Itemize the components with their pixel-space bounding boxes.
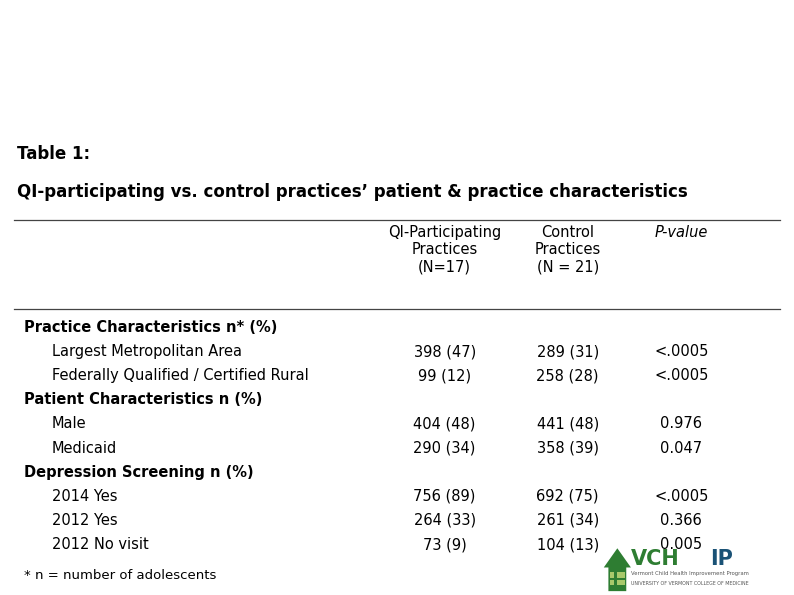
- Text: 73 (9): 73 (9): [422, 537, 467, 552]
- Text: Table 1:: Table 1:: [17, 145, 91, 164]
- Text: 756 (89): 756 (89): [414, 489, 476, 504]
- Text: VCH: VCH: [631, 549, 680, 569]
- Bar: [617, 572, 621, 578]
- Text: Patient Characteristics n (%): Patient Characteristics n (%): [24, 392, 262, 408]
- Text: <.0005: <.0005: [654, 344, 708, 359]
- Text: Vermont Child Health Improvement Program: Vermont Child Health Improvement Program: [631, 571, 749, 576]
- Text: * n = number of adolescents: * n = number of adolescents: [24, 569, 216, 583]
- Text: 0.005: 0.005: [660, 537, 703, 552]
- Text: 261 (34): 261 (34): [537, 513, 599, 528]
- Text: <.0005: <.0005: [654, 368, 708, 383]
- Text: Control
Practices
(N = 21): Control Practices (N = 21): [534, 225, 601, 275]
- Text: 290 (34): 290 (34): [414, 440, 476, 456]
- Text: 104 (13): 104 (13): [537, 537, 599, 552]
- Text: 289 (31): 289 (31): [537, 344, 599, 359]
- Text: 99 (12): 99 (12): [418, 368, 471, 383]
- Bar: [621, 580, 625, 585]
- Bar: [610, 572, 614, 578]
- Text: 404 (48): 404 (48): [414, 416, 476, 431]
- Text: Depression Screening n (%): Depression Screening n (%): [24, 465, 253, 480]
- Text: 2012 No visit: 2012 No visit: [52, 537, 148, 552]
- Text: Medicaid: Medicaid: [52, 440, 117, 456]
- Text: 2012 Yes: 2012 Yes: [52, 513, 118, 528]
- Text: Differences Between Participants and Controls: Differences Between Participants and Con…: [17, 68, 750, 96]
- Text: <.0005: <.0005: [654, 489, 708, 504]
- Text: 0.976: 0.976: [661, 416, 702, 431]
- Text: UNIVERSITY OF VERMONT COLLEGE OF MEDICINE: UNIVERSITY OF VERMONT COLLEGE OF MEDICIN…: [631, 581, 749, 585]
- Text: IP: IP: [710, 549, 733, 569]
- Text: 2014 Yes: 2014 Yes: [52, 489, 117, 504]
- Text: 264 (33): 264 (33): [414, 513, 476, 528]
- Text: QI-participating vs. control practices’ patient & practice characteristics: QI-participating vs. control practices’ …: [17, 183, 688, 201]
- Bar: [621, 572, 625, 578]
- Text: 441 (48): 441 (48): [537, 416, 599, 431]
- Polygon shape: [603, 549, 631, 591]
- Text: 0.366: 0.366: [661, 513, 702, 528]
- Bar: [610, 580, 614, 585]
- Text: Federally Qualified / Certified Rural: Federally Qualified / Certified Rural: [52, 368, 308, 383]
- Text: Results:: Results:: [17, 24, 145, 52]
- Text: 692 (75): 692 (75): [537, 489, 599, 504]
- Text: QI-Participating
Practices
(N=17): QI-Participating Practices (N=17): [388, 225, 501, 275]
- Text: Male: Male: [52, 416, 87, 431]
- Bar: [617, 580, 621, 585]
- Text: 398 (47): 398 (47): [414, 344, 476, 359]
- Text: Practice Characteristics n* (%): Practice Characteristics n* (%): [24, 320, 277, 335]
- Text: 258 (28): 258 (28): [537, 368, 599, 383]
- Text: Largest Metropolitan Area: Largest Metropolitan Area: [52, 344, 241, 359]
- Text: 358 (39): 358 (39): [537, 440, 599, 456]
- Text: P-value: P-value: [654, 225, 708, 240]
- Text: 0.047: 0.047: [660, 440, 703, 456]
